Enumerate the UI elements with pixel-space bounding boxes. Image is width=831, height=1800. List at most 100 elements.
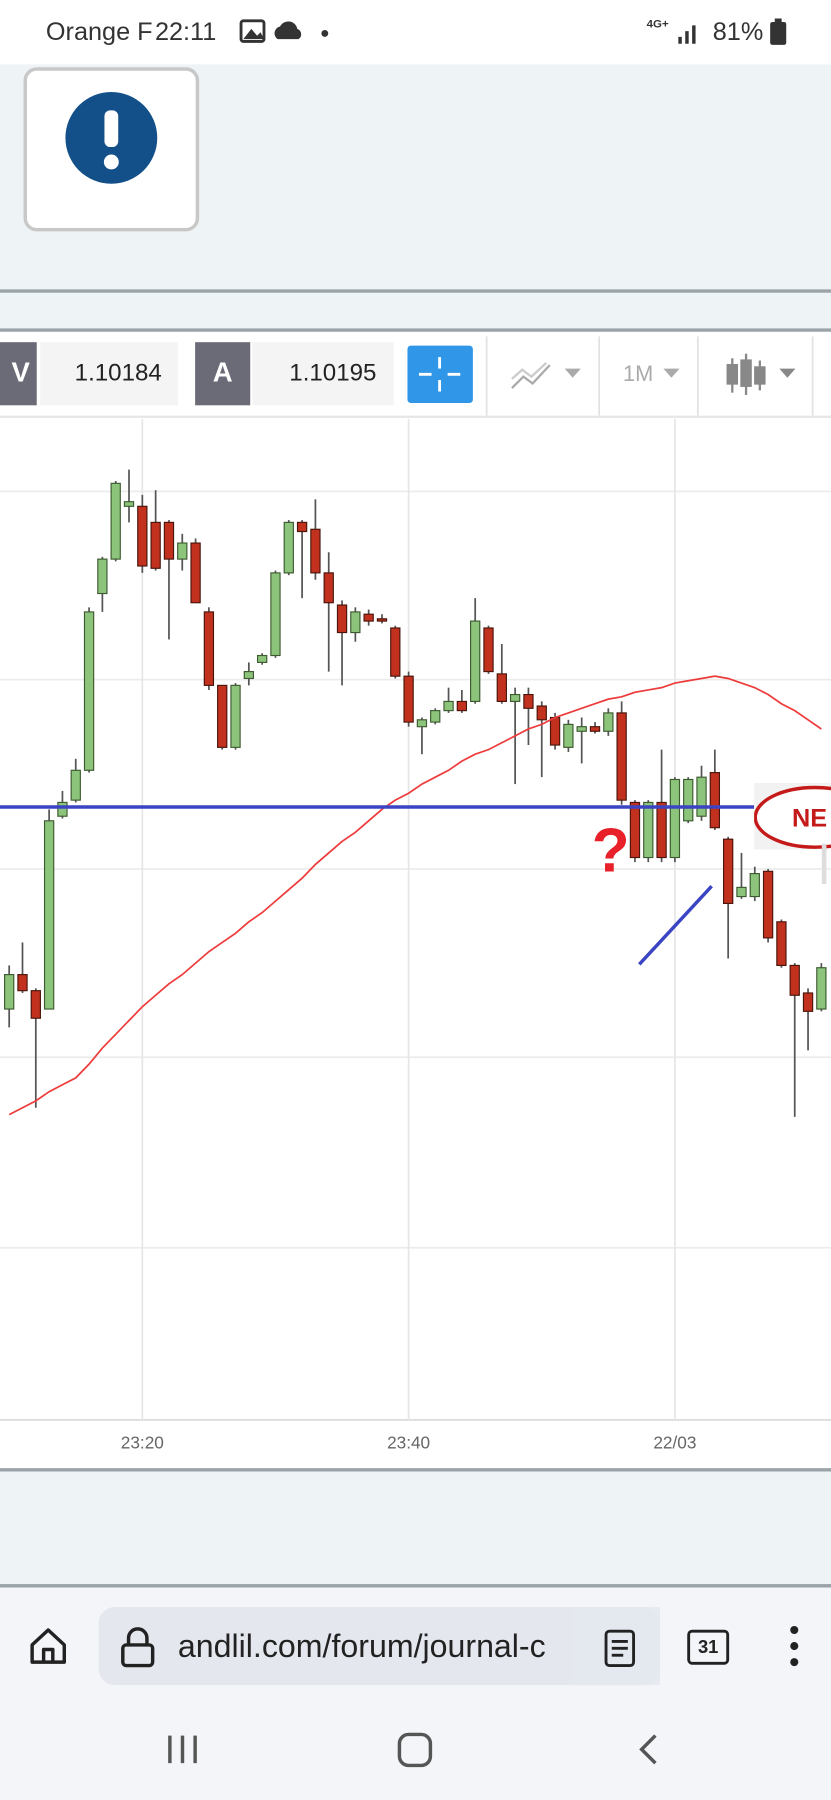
candle-body (230, 684, 241, 748)
candle-body (363, 613, 374, 622)
dropdown-arrow (663, 368, 680, 378)
candle-body (603, 712, 614, 732)
ask-box (252, 342, 394, 406)
bid-label: V (11, 357, 30, 388)
crosshair-button[interactable] (407, 345, 473, 404)
ask-label-box (195, 342, 251, 406)
candle-body (696, 776, 707, 817)
candle-body (256, 654, 268, 663)
network: 4G+ (647, 18, 669, 30)
home-nav-button[interactable] (397, 1732, 433, 1768)
x-tick-label: 23:20 (121, 1433, 164, 1453)
candle-body (110, 482, 121, 560)
candle-body (589, 726, 601, 732)
candle-body (4, 974, 15, 1010)
candle-body (736, 886, 747, 898)
x-tick-label: 23:40 (387, 1433, 430, 1453)
candle-body (97, 558, 108, 595)
candle-body (190, 542, 201, 604)
status-icons (239, 18, 787, 45)
candle-type-dropdown[interactable] (726, 353, 796, 395)
bid-price: 1.10184 (75, 360, 162, 387)
candle-body (323, 572, 334, 604)
candle-body (709, 772, 721, 829)
candle-body (656, 801, 667, 859)
url: andlil.com/forum/journal-c (178, 1628, 546, 1664)
x-tick-label: 22/03 (653, 1433, 696, 1453)
footer-area (0, 1471, 831, 1586)
candle-body (416, 719, 428, 728)
divider (0, 1468, 831, 1472)
candle-body (749, 873, 760, 898)
moving-average (8, 675, 822, 1116)
candle-body (470, 620, 481, 703)
chart-type-dropdown[interactable] (511, 361, 581, 389)
toolbar-border (0, 415, 831, 418)
candle-body (643, 801, 654, 859)
url-field[interactable] (98, 1607, 660, 1686)
overlays: ? (0, 675, 822, 1116)
toolbar-separators (485, 336, 814, 416)
candle-body (217, 684, 228, 748)
candle-body (177, 542, 188, 560)
candle-body (43, 820, 55, 1010)
gap (0, 292, 831, 330)
candle-body (802, 992, 814, 1012)
candle-body (816, 967, 827, 1010)
clock: 22:11 (155, 18, 216, 46)
x-grid: 23:20 23:40 22/03 (121, 419, 696, 1453)
candle-body (616, 712, 627, 801)
candle-body (549, 716, 561, 746)
candle-body (310, 528, 321, 574)
candle-body (270, 572, 281, 657)
candle-body (563, 723, 574, 748)
candle-body (57, 801, 68, 817)
recents-button[interactable] (168, 1735, 197, 1764)
crosshair-icon (418, 357, 461, 392)
back-button[interactable] (639, 1734, 657, 1765)
candle-body (576, 726, 587, 732)
candle-body (776, 921, 787, 966)
candle-body (722, 838, 734, 905)
badge: NE (754, 782, 831, 850)
url-fade (573, 1607, 660, 1686)
candle-body (496, 673, 507, 703)
candle-body (443, 700, 454, 712)
alert-icon (104, 110, 119, 148)
candle-body (350, 611, 361, 634)
divider (0, 1584, 831, 1588)
candle-body (376, 618, 388, 622)
timeframe[interactable]: 1M (623, 361, 653, 386)
candle-body (283, 521, 294, 574)
candle-body (150, 521, 161, 569)
candle-body (203, 611, 215, 686)
home-button[interactable] (30, 1628, 66, 1664)
candles (4, 469, 827, 1117)
candle-body (403, 675, 414, 723)
candle-body (390, 627, 401, 677)
annotation: ? (592, 817, 630, 886)
candle-body (536, 705, 547, 721)
bid-label-box (0, 342, 37, 406)
candle-body (762, 870, 774, 939)
grid (0, 490, 831, 1421)
candle-body (430, 710, 441, 723)
candle-body (789, 964, 800, 996)
candle-body (683, 778, 694, 822)
candle-body (243, 671, 255, 680)
scroll-handle (821, 843, 827, 884)
candle-body (669, 778, 681, 859)
lock-icon (121, 1627, 155, 1668)
candle-body (509, 693, 521, 703)
reader-button[interactable] (604, 1629, 636, 1668)
tabs-button[interactable] (687, 1629, 730, 1665)
candle-body (30, 990, 41, 1019)
menu-button[interactable] (790, 1625, 799, 1667)
plot-area (0, 419, 831, 1470)
candle-body (483, 627, 494, 673)
candle-body (83, 611, 95, 771)
candle-body (163, 521, 175, 560)
candle-body (296, 521, 308, 533)
candle-body (17, 974, 28, 992)
drawn-line (638, 885, 713, 966)
